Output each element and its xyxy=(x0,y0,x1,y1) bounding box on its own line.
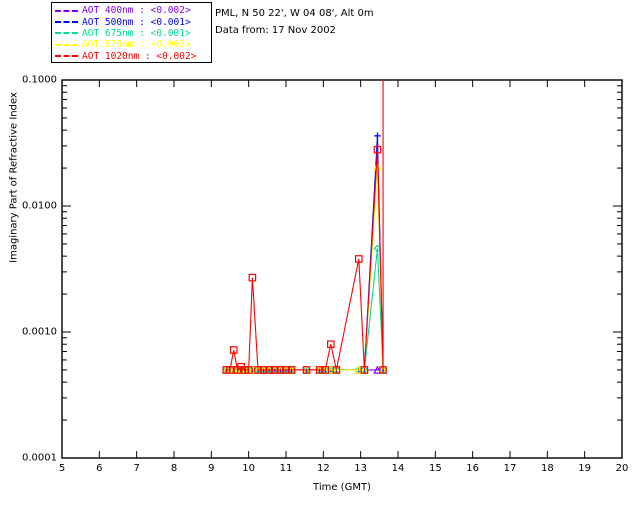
chart-title-line1: PML, N 50 22', W 04 08', Alt 0m xyxy=(215,8,374,19)
data-marker-square xyxy=(244,366,253,374)
chart-subtitle-line2: Data from: 17 Nov 2002 xyxy=(215,25,336,36)
x-tick-label: 10 xyxy=(242,463,256,474)
x-tick-label: 6 xyxy=(96,463,103,474)
series-aot-1020nm-0-002- xyxy=(222,145,387,374)
legend-line-swatch-icon xyxy=(55,43,78,46)
data-marker-square xyxy=(276,366,285,374)
y-tick-label: 0.0001 xyxy=(22,452,57,464)
data-marker-square xyxy=(265,366,274,374)
x-tick-label: 11 xyxy=(279,463,293,474)
annotation-marker xyxy=(374,132,381,140)
legend-aot-675: AOT 675nm : <0.001> xyxy=(55,28,211,39)
data-marker-square xyxy=(355,255,363,263)
data-marker-square xyxy=(282,366,290,374)
y-tick-label: 0.0100 xyxy=(22,200,57,212)
data-marker-square xyxy=(248,273,257,282)
data-marker-square xyxy=(327,340,335,349)
data-marker-square xyxy=(321,366,330,374)
chart-title-block: PML, N 50 22', W 04 08', Alt 0m Data fro… xyxy=(215,5,374,39)
data-marker-square xyxy=(226,366,234,374)
legend-line-swatch-icon xyxy=(55,32,78,35)
data-marker-square xyxy=(302,366,311,374)
legend-item-label: AOT 1020nm : <0.002> xyxy=(82,50,197,62)
x-tick-label: 20 xyxy=(615,463,629,474)
data-marker-square xyxy=(287,366,296,374)
x-tick-label: 14 xyxy=(391,463,405,474)
legend-item-label: AOT 675nm : <0.001> xyxy=(82,27,191,39)
data-marker-square xyxy=(254,366,262,374)
y-tick-label: 0.1000 xyxy=(22,74,57,86)
data-marker-square xyxy=(332,366,341,374)
legend-aot-1020: AOT 1020nm : <0.002> xyxy=(55,51,211,62)
series-aot-500nm-0-001- xyxy=(223,132,387,374)
series-aot-870nm-0-002- xyxy=(222,162,388,374)
data-marker-triangle xyxy=(354,365,363,374)
series-line xyxy=(226,149,384,371)
data-marker-square xyxy=(271,366,279,374)
legend-item-label: AOT 400nm : <0.002> xyxy=(82,5,191,17)
plot-frame xyxy=(61,79,623,459)
data-marker-square xyxy=(360,366,369,374)
x-tick-label: 9 xyxy=(208,463,215,474)
legend-aot-400: AOT 400nm : <0.002> xyxy=(55,5,211,16)
x-axis-label: Time (GMT) xyxy=(313,482,371,493)
x-tick-label: 12 xyxy=(316,463,330,474)
legend-item-label: AOT 870nm : <0.002> xyxy=(82,39,191,51)
legend-line-swatch-icon xyxy=(55,55,78,58)
data-marker-triangle xyxy=(326,365,335,374)
legend-aot-870: AOT 870nm : <0.002> xyxy=(55,39,211,50)
legend-item-label: AOT 500nm : <0.001> xyxy=(82,16,191,28)
x-tick-label: 8 xyxy=(170,463,178,474)
legend-line-swatch-icon xyxy=(55,21,78,24)
x-tick-label: 7 xyxy=(133,463,140,474)
x-tick-label: 19 xyxy=(578,463,592,474)
x-tick-label: 13 xyxy=(354,463,368,474)
data-marker-square xyxy=(229,346,238,354)
x-tick-label: 17 xyxy=(503,463,517,474)
y-tick-labels: 0.0001 0.0010 0.0100 0.1000 xyxy=(0,0,57,512)
data-marker-square xyxy=(315,366,324,374)
x-tick-label: 5 xyxy=(58,463,66,474)
x-tick-label: 18 xyxy=(540,463,554,474)
x-tick-label: 15 xyxy=(428,463,442,474)
data-marker-square xyxy=(259,366,268,374)
data-marker-square xyxy=(373,145,382,154)
legend-line-swatch-icon xyxy=(55,9,78,12)
legend-aot-500: AOT 500nm : <0.001> xyxy=(55,16,211,28)
x-tick-label: 16 xyxy=(466,463,480,474)
chart-legend: AOT 400nm : <0.002> AOT 500nm : <0.001> AO… xyxy=(51,2,212,63)
y-tick-label: 0.0010 xyxy=(22,326,57,338)
